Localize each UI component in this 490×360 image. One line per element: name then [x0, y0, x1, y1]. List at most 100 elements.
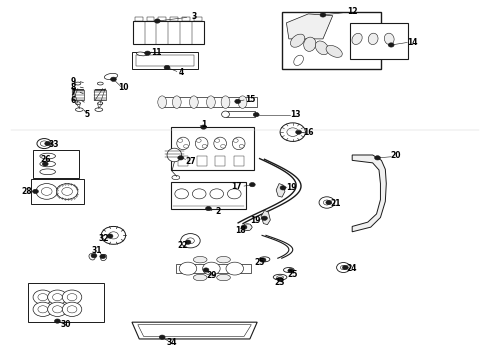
Ellipse shape	[221, 111, 229, 117]
Bar	[72, 90, 84, 100]
Circle shape	[319, 197, 335, 208]
Ellipse shape	[202, 144, 207, 148]
Ellipse shape	[40, 141, 48, 146]
Circle shape	[62, 290, 82, 304]
Circle shape	[280, 123, 305, 141]
Text: 19: 19	[287, 183, 297, 192]
Ellipse shape	[177, 137, 190, 150]
Circle shape	[235, 99, 241, 104]
Polygon shape	[276, 184, 285, 197]
Text: 32: 32	[98, 234, 109, 243]
Bar	[28, 283, 104, 322]
Ellipse shape	[196, 137, 208, 150]
Circle shape	[226, 262, 244, 275]
Circle shape	[62, 188, 73, 195]
Bar	[147, 17, 154, 21]
Text: 10: 10	[118, 83, 128, 92]
Circle shape	[178, 156, 184, 160]
Text: 8: 8	[71, 83, 76, 92]
Text: 27: 27	[185, 157, 196, 166]
Ellipse shape	[259, 257, 270, 262]
Circle shape	[260, 258, 266, 262]
Bar	[215, 157, 225, 166]
Bar	[94, 90, 106, 100]
Bar	[225, 111, 255, 117]
Ellipse shape	[384, 33, 394, 45]
Ellipse shape	[178, 139, 183, 142]
Bar	[350, 23, 408, 59]
Circle shape	[262, 216, 268, 220]
Circle shape	[388, 43, 394, 47]
Circle shape	[337, 262, 350, 273]
Circle shape	[48, 290, 67, 304]
Ellipse shape	[291, 34, 305, 47]
Ellipse shape	[284, 267, 294, 273]
Ellipse shape	[167, 148, 182, 162]
Ellipse shape	[220, 144, 225, 148]
Circle shape	[210, 189, 223, 199]
Ellipse shape	[277, 276, 284, 279]
Bar	[171, 127, 254, 170]
Circle shape	[185, 240, 191, 244]
Polygon shape	[243, 224, 252, 230]
Circle shape	[201, 125, 206, 129]
Ellipse shape	[172, 96, 181, 108]
Circle shape	[164, 65, 170, 69]
Ellipse shape	[273, 274, 287, 280]
Circle shape	[203, 268, 209, 272]
Ellipse shape	[75, 108, 83, 111]
Circle shape	[341, 265, 346, 270]
Circle shape	[54, 319, 60, 323]
Ellipse shape	[294, 55, 303, 66]
Ellipse shape	[104, 73, 118, 80]
Text: 20: 20	[391, 151, 401, 160]
Text: 1: 1	[201, 120, 206, 129]
Ellipse shape	[368, 33, 378, 45]
Ellipse shape	[89, 254, 95, 260]
Ellipse shape	[217, 274, 230, 281]
Circle shape	[320, 13, 326, 17]
Ellipse shape	[40, 153, 55, 159]
Circle shape	[181, 234, 200, 248]
Text: 30: 30	[60, 320, 71, 329]
Circle shape	[295, 130, 301, 134]
Polygon shape	[287, 14, 333, 39]
Text: 22: 22	[177, 240, 188, 249]
Circle shape	[67, 306, 77, 313]
Polygon shape	[352, 155, 386, 232]
Ellipse shape	[184, 144, 189, 148]
Ellipse shape	[232, 137, 245, 150]
Circle shape	[100, 254, 106, 258]
Text: 33: 33	[49, 140, 59, 149]
Text: 9: 9	[71, 77, 76, 86]
Bar	[158, 17, 166, 21]
Circle shape	[36, 184, 57, 199]
Text: 16: 16	[303, 129, 314, 138]
Ellipse shape	[316, 41, 329, 55]
Circle shape	[42, 162, 48, 166]
Bar	[170, 17, 178, 21]
Text: 25: 25	[288, 270, 298, 279]
Circle shape	[111, 77, 116, 81]
Bar	[197, 157, 206, 166]
Bar	[178, 157, 188, 166]
Text: 24: 24	[346, 264, 356, 273]
Bar	[136, 55, 194, 66]
Circle shape	[179, 262, 197, 275]
Circle shape	[323, 200, 330, 205]
Bar	[160, 98, 257, 107]
Text: 14: 14	[407, 38, 417, 47]
Text: 28: 28	[22, 187, 32, 196]
Circle shape	[32, 189, 38, 194]
Ellipse shape	[75, 102, 80, 105]
Ellipse shape	[304, 37, 316, 51]
Ellipse shape	[95, 108, 103, 111]
Circle shape	[343, 265, 348, 270]
Circle shape	[175, 189, 189, 199]
Circle shape	[38, 306, 48, 313]
Text: 13: 13	[291, 110, 301, 119]
Circle shape	[193, 189, 206, 199]
Ellipse shape	[194, 274, 207, 281]
Ellipse shape	[238, 96, 247, 108]
Text: 12: 12	[347, 7, 357, 16]
